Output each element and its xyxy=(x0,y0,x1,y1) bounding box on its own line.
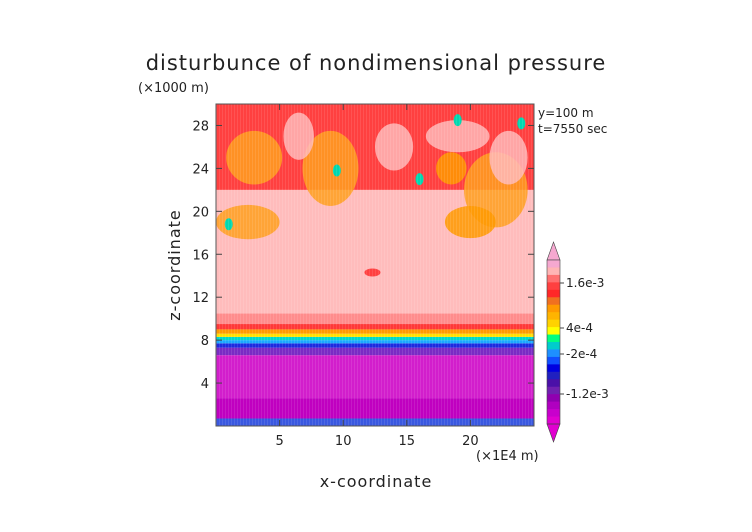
colorbar-swatch xyxy=(547,409,560,418)
x-axis-label: x-coordinate xyxy=(320,472,433,491)
y-tick-label: 4 xyxy=(201,377,209,392)
colorbar-swatch xyxy=(547,364,560,373)
colorbar-label: 1.6e-3 xyxy=(566,276,604,290)
x-unit-label: (×1E4 m) xyxy=(476,449,539,464)
colorbar-swatch xyxy=(547,416,560,425)
y-tick-label: 12 xyxy=(192,291,209,306)
colorbar-swatch xyxy=(547,371,560,380)
annotation-t: t=7550 sec xyxy=(538,122,607,136)
colorbar-swatch xyxy=(547,312,560,321)
y-tick-label: 20 xyxy=(192,205,209,220)
y-axis-label: z-coordinate xyxy=(165,209,184,321)
colorbar: 1.6e-3 4e-4 -2e-4 -1.2e-3 xyxy=(546,241,609,443)
x-tick-label: 5 xyxy=(275,434,283,449)
colorbar-swatch xyxy=(547,356,560,365)
colorbar-label: -2e-4 xyxy=(566,347,597,361)
colorbar-swatch xyxy=(547,297,560,306)
colorbar-swatch xyxy=(547,349,560,358)
heatmap-grain xyxy=(216,104,534,426)
x-tick-label: 10 xyxy=(335,434,352,449)
y-axis-ticks: 4 8 12 16 20 24 28 xyxy=(192,119,534,392)
colorbar-swatch xyxy=(547,327,560,336)
colorbar-swatch xyxy=(547,267,560,276)
colorbar-swatch xyxy=(547,282,560,291)
colorbar-swatch xyxy=(547,401,560,410)
y-tick-label: 8 xyxy=(201,334,209,349)
colorbar-swatch xyxy=(547,274,560,283)
colorbar-swatch xyxy=(547,304,560,313)
colorbar-swatch xyxy=(547,394,560,403)
colorbar-swatch xyxy=(547,260,560,268)
colorbar-label: 4e-4 xyxy=(566,321,593,335)
colorbar-frame xyxy=(546,259,561,425)
annotation-y: y=100 m xyxy=(538,106,594,120)
colorbar-swatch xyxy=(547,342,560,350)
chart-title: disturbunce of nondimensional pressure xyxy=(146,51,607,75)
y-tick-label: 24 xyxy=(192,162,209,177)
y-tick-label: 16 xyxy=(192,248,209,263)
colorbar-swatch xyxy=(547,379,560,388)
colorbar-swatch xyxy=(547,386,560,395)
colorbar-top-cap xyxy=(546,241,561,261)
y-tick-label: 28 xyxy=(192,119,209,134)
colorbar-swatch xyxy=(547,289,560,298)
x-tick-label: 15 xyxy=(399,434,416,449)
colorbar-swatch xyxy=(547,334,560,343)
colorbar-bottom-cap xyxy=(546,423,561,443)
y-unit-label: (×1000 m) xyxy=(138,81,209,96)
colorbar-swatch xyxy=(547,319,560,328)
x-axis-ticks: 5 10 15 20 xyxy=(275,104,479,449)
colorbar-label: -1.2e-3 xyxy=(566,387,609,401)
x-tick-label: 20 xyxy=(462,434,479,449)
plot-frame xyxy=(215,103,535,427)
